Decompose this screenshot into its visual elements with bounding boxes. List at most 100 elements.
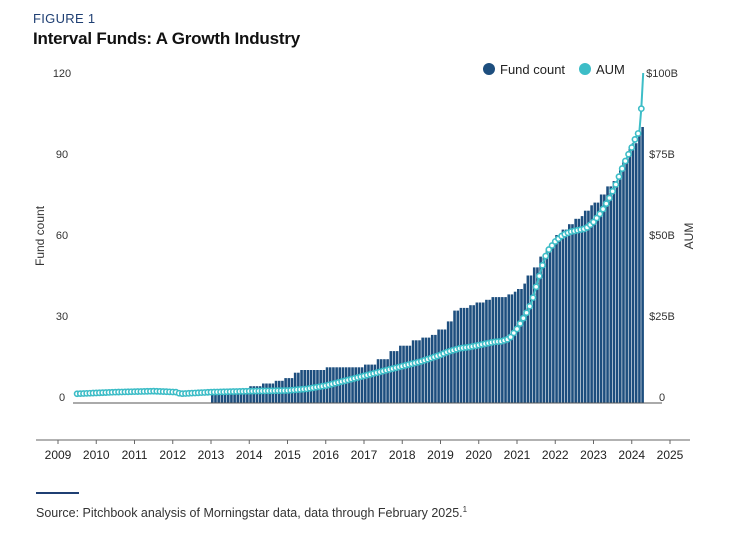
right-axis-ticks: 0 $25B $50B $75B $100B bbox=[646, 68, 678, 404]
fund-count-bar bbox=[408, 345, 412, 403]
aum-point bbox=[542, 252, 550, 260]
y2-axis-label: AUM bbox=[682, 223, 696, 250]
fund-count-bar bbox=[529, 275, 533, 403]
fund-count-bar bbox=[395, 351, 399, 403]
fund-count-bar bbox=[593, 202, 597, 403]
aum-point bbox=[532, 283, 540, 291]
source-footnote: 1 bbox=[462, 505, 468, 514]
fund-count-bar bbox=[517, 289, 520, 403]
aum-point bbox=[609, 187, 617, 195]
aum-point bbox=[535, 272, 543, 280]
x-tick-label: 2016 bbox=[312, 448, 339, 462]
fund-count-bar bbox=[430, 334, 434, 403]
fund-count-bar bbox=[510, 294, 514, 403]
y-axis-label: Fund count bbox=[33, 205, 47, 266]
fund-count-bar bbox=[628, 148, 632, 403]
fund-count-bar bbox=[402, 345, 405, 403]
y2-tick-label: $50B bbox=[649, 230, 675, 242]
fund-count-bar bbox=[453, 310, 456, 403]
fund-count-bar bbox=[415, 340, 418, 403]
x-tick-label: 2018 bbox=[389, 448, 416, 462]
fund-count-bar bbox=[226, 388, 230, 403]
fund-count-bar bbox=[450, 321, 453, 403]
fund-count-bar bbox=[497, 297, 501, 403]
fund-count-bar bbox=[399, 345, 402, 403]
fund-count-bar bbox=[494, 297, 498, 403]
fund-count-bar bbox=[625, 162, 628, 403]
fund-count-bar bbox=[233, 388, 236, 403]
aum-point bbox=[596, 210, 604, 218]
fund-count-bar bbox=[606, 186, 609, 403]
fund-count-bar bbox=[548, 248, 552, 403]
fund-count-bar bbox=[446, 321, 450, 403]
fund-count-bar bbox=[418, 340, 421, 403]
fund-count-bar bbox=[440, 329, 444, 403]
fund-count-bar bbox=[520, 289, 523, 403]
x-tick-label: 2015 bbox=[274, 448, 301, 462]
fund-count-bar bbox=[466, 307, 469, 403]
fund-count-bar bbox=[459, 307, 463, 403]
fund-count-bar bbox=[360, 367, 364, 403]
x-tick-label: 2012 bbox=[159, 448, 186, 462]
legend-label-fund-count: Fund count bbox=[500, 62, 565, 77]
fund-count-bar bbox=[421, 337, 424, 403]
x-tick-label: 2025 bbox=[657, 448, 684, 462]
fund-count-bar bbox=[532, 267, 536, 403]
aum-point bbox=[628, 144, 636, 151]
fund-count-bar bbox=[558, 235, 562, 403]
fund-count-bar bbox=[230, 388, 233, 403]
legend-label-aum: AUM bbox=[596, 62, 625, 77]
fund-count-bar bbox=[354, 367, 358, 403]
fund-count-bar bbox=[255, 386, 259, 403]
fund-count-bar bbox=[214, 391, 217, 403]
y-tick-label: 60 bbox=[56, 230, 68, 242]
fund-count-bar bbox=[609, 186, 613, 403]
fund-count-bar bbox=[389, 351, 393, 403]
fund-count-bar bbox=[542, 256, 546, 403]
x-tick-label: 2020 bbox=[465, 448, 492, 462]
fund-count-bar bbox=[536, 267, 539, 403]
fund-count-bar bbox=[619, 170, 622, 403]
y2-tick-label: 0 bbox=[659, 392, 665, 404]
fund-count-bar bbox=[475, 302, 479, 403]
aum-point bbox=[529, 294, 537, 302]
fund-count-bar bbox=[434, 334, 437, 403]
x-tick-label: 2017 bbox=[351, 448, 378, 462]
fund-count-bar bbox=[370, 364, 373, 403]
fund-count-bar bbox=[580, 216, 584, 403]
fund-count-bar bbox=[472, 305, 475, 403]
fund-count-bar bbox=[612, 181, 616, 403]
fund-count-bar bbox=[236, 388, 240, 403]
fund-count-bar bbox=[513, 291, 517, 403]
fund-count-bar bbox=[507, 294, 511, 403]
figure-label: FIGURE 1 bbox=[33, 11, 96, 26]
fund-count-bar bbox=[571, 224, 574, 403]
fund-count-bar bbox=[424, 337, 428, 403]
x-tick-label: 2014 bbox=[236, 448, 263, 462]
fund-count-bar bbox=[367, 364, 370, 403]
fund-count-bar bbox=[564, 229, 568, 403]
fund-count-bar bbox=[379, 359, 383, 403]
fund-count-bar bbox=[364, 364, 367, 403]
figure-title: Interval Funds: A Growth Industry bbox=[33, 29, 300, 48]
legend-swatch-fund-count bbox=[483, 63, 495, 75]
fund-count-bar bbox=[501, 297, 504, 403]
aum-line bbox=[77, 72, 645, 395]
aum-point bbox=[631, 136, 639, 143]
x-tick-label: 2013 bbox=[198, 448, 225, 462]
fund-count-bar bbox=[568, 224, 571, 403]
fund-count-bar bbox=[488, 299, 491, 403]
y-tick-label: 0 bbox=[59, 392, 65, 404]
legend: Fund count AUM bbox=[483, 62, 625, 77]
fund-count-bar bbox=[220, 391, 224, 403]
fund-count-bar bbox=[590, 205, 593, 403]
fund-count-bar bbox=[386, 359, 389, 403]
y-tick-label: 30 bbox=[56, 311, 68, 323]
fund-count-bar bbox=[456, 310, 460, 403]
fund-count-bar bbox=[561, 229, 565, 403]
x-tick-label: 2024 bbox=[618, 448, 645, 462]
fund-count-bar bbox=[583, 210, 587, 403]
aum-point bbox=[526, 302, 534, 310]
aum-point bbox=[539, 261, 546, 269]
